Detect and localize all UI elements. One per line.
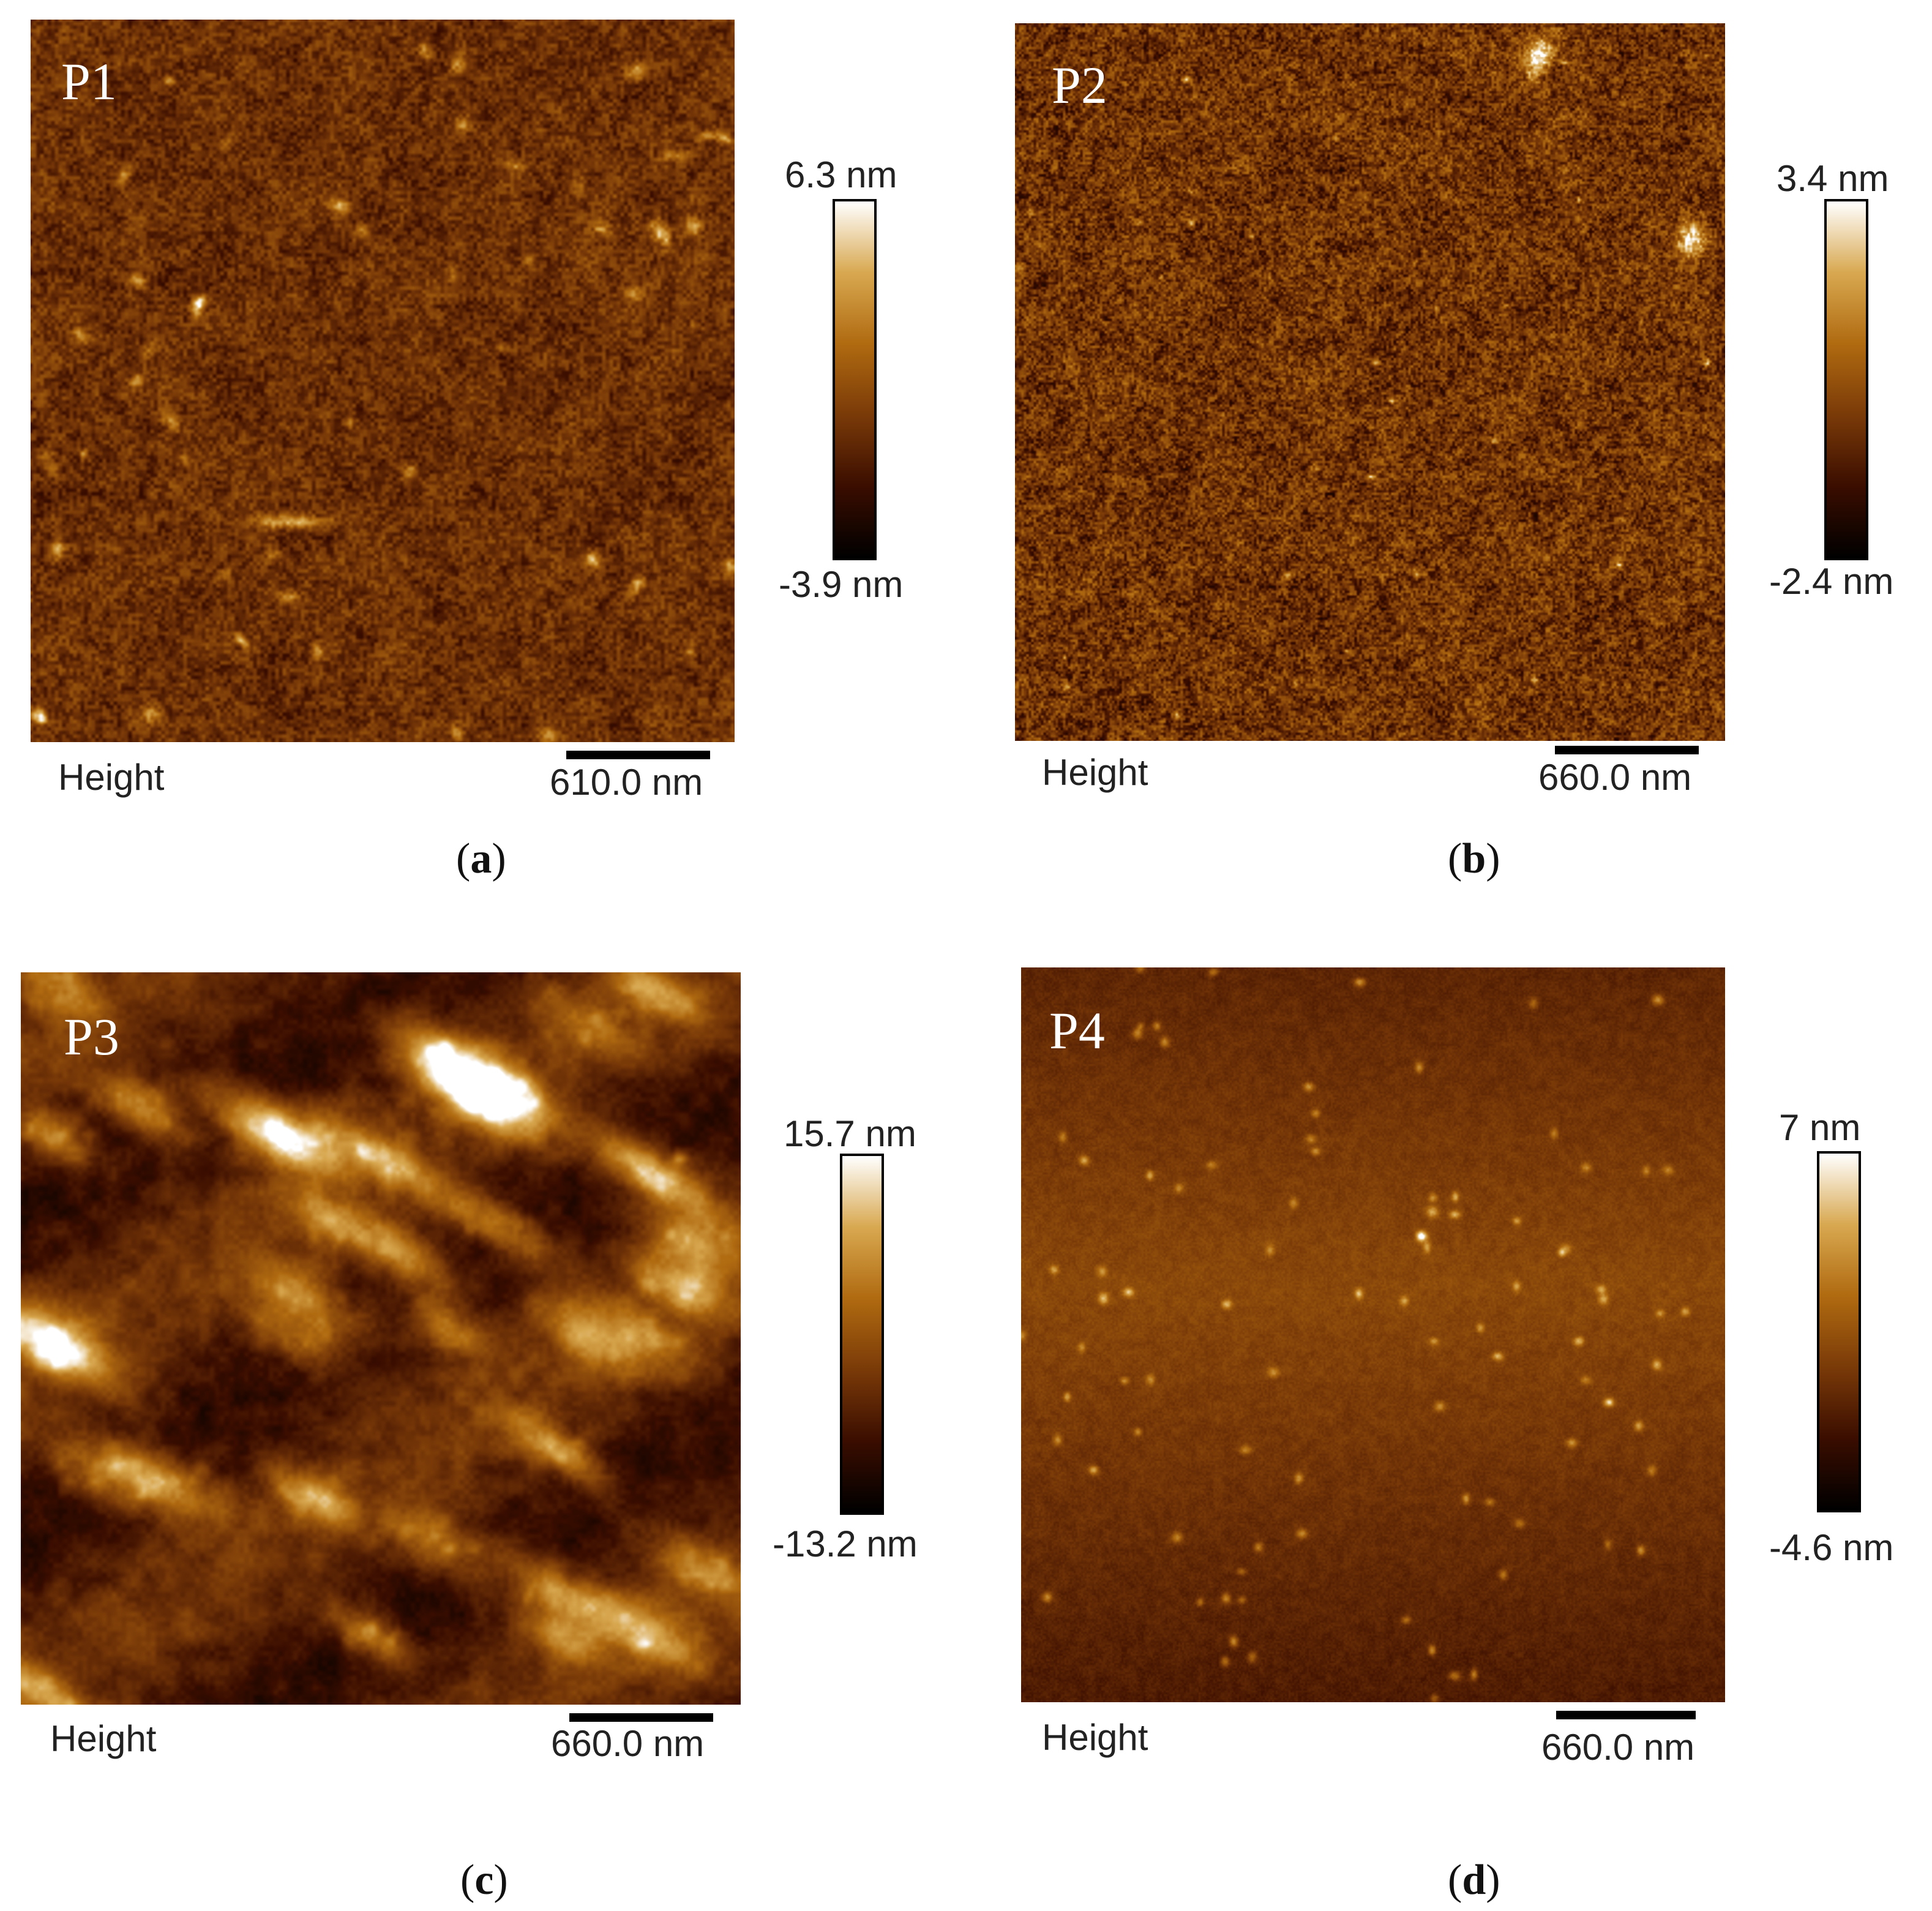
colorbar-min-a: -3.9 nm	[779, 564, 904, 605]
colorbar-min-d: -4.6 nm	[1769, 1527, 1894, 1568]
caption-d: (d)	[1448, 1857, 1500, 1904]
afm-canvas-b	[1015, 23, 1725, 741]
scale-bar-c	[569, 1713, 713, 1722]
colorbar-max-d: 7 nm	[1779, 1107, 1861, 1148]
sample-label-d: P4	[1049, 1001, 1105, 1060]
caption-b: (b)	[1448, 835, 1500, 882]
caption-a: (a)	[456, 835, 506, 882]
caption-letter-a: a	[470, 835, 492, 882]
sample-label-b: P2	[1052, 56, 1107, 115]
scale-bar-label-b: 660.0 nm	[1538, 757, 1692, 798]
scale-bar-d	[1556, 1711, 1696, 1719]
afm-canvas-d	[1021, 967, 1725, 1702]
afm-height-image-c	[21, 972, 741, 1705]
scale-bar-b	[1555, 746, 1699, 754]
afm-canvas-c	[21, 972, 741, 1705]
colorbar-d	[1817, 1151, 1861, 1512]
colorbar-min-b: -2.4 nm	[1769, 561, 1894, 602]
caption-c: (c)	[460, 1857, 508, 1904]
axis-label-c: Height	[50, 1718, 157, 1759]
panel-b: P2 Height 660.0 nm 3.4 nm -2.4 nm	[979, 0, 1898, 918]
colorbar-c	[840, 1154, 884, 1515]
afm-canvas-a	[31, 20, 735, 742]
afm-height-image-d	[1021, 967, 1725, 1702]
scale-bar-label-a: 610.0 nm	[550, 762, 703, 803]
colorbar-max-a: 6.3 nm	[785, 154, 897, 195]
scale-bar-label-c: 660.0 nm	[551, 1723, 705, 1764]
axis-label-b: Height	[1042, 752, 1148, 793]
axis-label-d: Height	[1042, 1717, 1148, 1758]
afm-height-image-b	[1015, 23, 1725, 741]
colorbar-b	[1824, 199, 1868, 560]
sample-label-c: P3	[64, 1007, 119, 1066]
panel-a: P1 Height 610.0 nm 6.3 nm -3.9 nm	[0, 0, 918, 918]
caption-letter-d: d	[1462, 1857, 1486, 1904]
colorbar-min-c: -13.2 nm	[773, 1523, 918, 1564]
panel-d: P4 Height 660.0 nm 7 nm -4.6 nm	[979, 943, 1898, 1861]
colorbar-a	[833, 199, 877, 560]
axis-label-a: Height	[58, 757, 165, 798]
colorbar-max-b: 3.4 nm	[1777, 158, 1889, 199]
colorbar-max-c: 15.7 nm	[784, 1113, 916, 1154]
caption-letter-c: c	[474, 1857, 494, 1904]
afm-height-image-a	[31, 20, 735, 742]
sample-label-a: P1	[61, 52, 117, 111]
scale-bar-a	[566, 751, 710, 759]
caption-letter-b: b	[1462, 835, 1486, 882]
scale-bar-label-d: 660.0 nm	[1541, 1727, 1695, 1768]
panel-c: P3 Height 660.0 nm 15.7 nm -13.2 nm	[0, 943, 918, 1861]
